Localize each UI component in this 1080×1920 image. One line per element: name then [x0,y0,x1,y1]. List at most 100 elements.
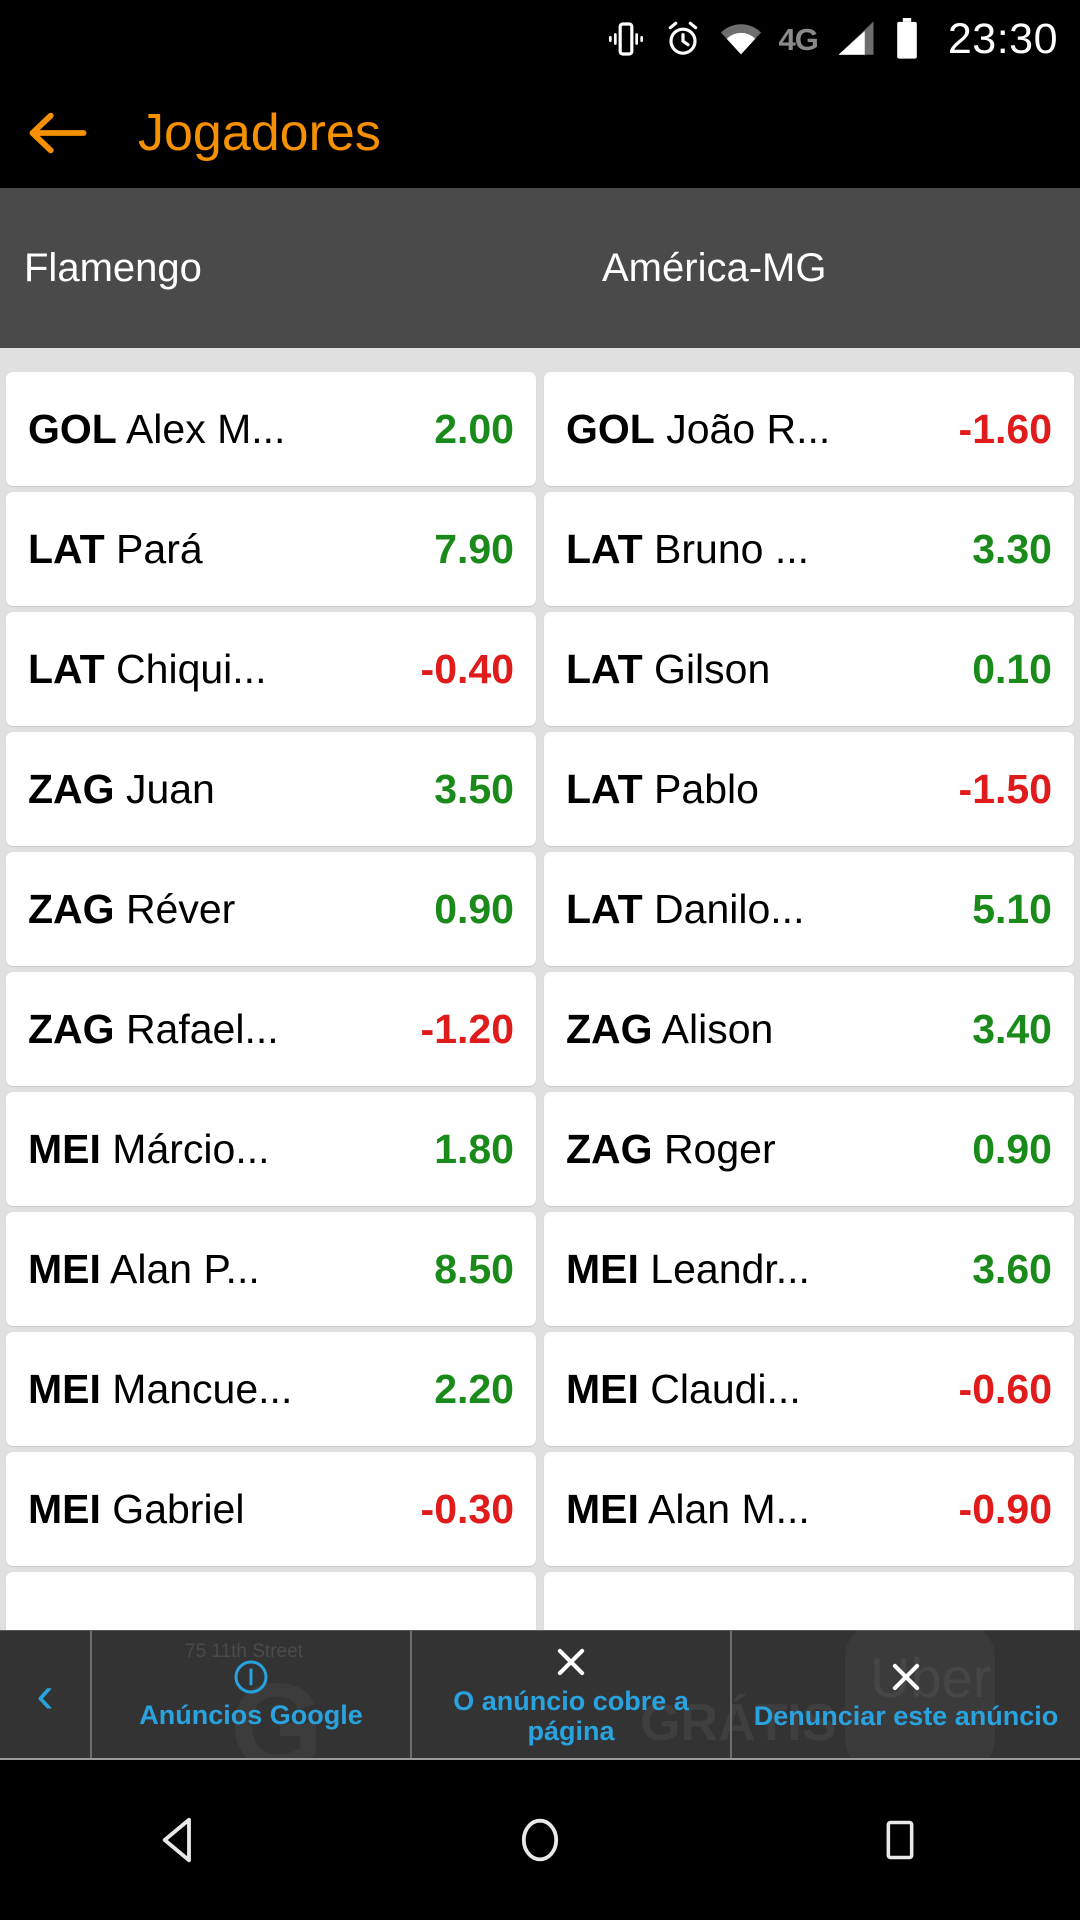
player-row[interactable]: LAT Gilson 0.10 [544,612,1074,726]
player-name: LAT Chiqui... [28,645,267,692]
player-score: 2.20 [434,1365,514,1412]
player-row[interactable]: GOL Alex M... 2.00 [6,372,536,486]
player-score: -0.30 [420,1485,514,1532]
player-score: 2.00 [434,405,514,452]
back-arrow-icon[interactable] [22,97,94,169]
player-score: 3.30 [972,525,1052,572]
tab-team-home[interactable]: Flamengo [24,245,202,290]
player-position: MEI [28,1365,101,1412]
player-score: 0.10 [972,645,1052,692]
google-ad-overlay-bar: 75 11th Street G Uber GRÁTIS ‹ Anúncios … [0,1630,1080,1760]
player-score: 5.10 [972,885,1052,932]
ad-google-ads-button[interactable]: Anúncios Google [92,1631,412,1758]
player-row[interactable]: MEI Alan P... 8.50 [6,1212,536,1326]
team-tab-bar: Flamengo América-MG [0,188,1080,348]
android-nav-bar [0,1760,1080,1920]
player-score: -1.20 [420,1005,514,1052]
recents-square-icon[interactable] [830,1790,970,1890]
player-row[interactable]: LAT Chiqui... -0.40 [6,612,536,726]
player-position: ZAG [28,1005,115,1052]
vibrate-icon [606,19,646,59]
player-list-away: GOL João R... -1.60 LAT Bruno ... 3.30 LAT G… [544,348,1074,1650]
player-row[interactable]: MEI Alan M... -0.90 [544,1452,1074,1566]
player-name: ZAG Rafael... [28,1005,279,1052]
tab-team-away[interactable]: América-MG [602,245,827,290]
player-name: LAT Pablo [566,765,759,812]
player-position: ZAG [566,1005,653,1052]
player-row[interactable]: GOL João R... -1.60 [544,372,1074,486]
player-position: GOL [566,405,655,452]
status-bar: 4G 23:30 [0,0,1080,78]
player-score: 8.50 [434,1245,514,1292]
player-score: -1.50 [958,765,1052,812]
player-name: MEI Gabriel [28,1485,245,1532]
player-name: LAT Danilo... [566,885,805,932]
player-position: ZAG [566,1125,653,1172]
player-position: GOL [28,405,117,452]
player-position: LAT [28,645,105,692]
player-row[interactable]: ZAG Juan 3.50 [6,732,536,846]
player-row[interactable]: MEI Leandr... 3.60 [544,1212,1074,1326]
player-name: LAT Bruno ... [566,525,810,572]
player-position: MEI [566,1485,639,1532]
player-score: -0.40 [420,645,514,692]
player-position: LAT [28,525,105,572]
close-icon [887,1658,925,1701]
player-lists: GOL Alex M... 2.00 LAT Pará 7.90 LAT Chiqui.… [0,348,1080,1650]
status-bar-clock: 23:30 [947,14,1058,63]
player-position: MEI [28,1125,101,1172]
player-name: MEI Mancue... [28,1365,293,1412]
player-name: ZAG Alison [566,1005,774,1052]
player-row[interactable]: MEI Márcio... 1.80 [6,1092,536,1206]
player-name: MEI Alan P... [28,1245,260,1292]
player-row[interactable]: LAT Pará 7.90 [6,492,536,606]
ad-covers-page-label: O anúncio cobre a página [453,1685,689,1746]
player-row[interactable]: ZAG Réver 0.90 [6,852,536,966]
player-name: MEI Márcio... [28,1125,270,1172]
player-position: LAT [566,765,643,812]
player-row[interactable]: MEI Claudi... -0.60 [544,1332,1074,1446]
signal-icon [835,19,877,59]
player-row[interactable]: LAT Danilo... 5.10 [544,852,1074,966]
player-row[interactable]: LAT Pablo -1.50 [544,732,1074,846]
info-icon [233,1659,269,1700]
battery-icon [894,18,920,60]
close-icon [552,1643,590,1686]
player-row[interactable]: MEI Gabriel -0.30 [6,1452,536,1566]
player-row[interactable]: ZAG Rafael... -1.20 [6,972,536,1086]
player-score: -0.90 [958,1485,1052,1532]
ad-back-button[interactable]: ‹ [0,1631,92,1758]
ad-covers-page-button[interactable]: O anúncio cobre a página [412,1631,732,1758]
home-circle-icon[interactable] [470,1790,610,1890]
player-position: LAT [566,885,643,932]
player-name: MEI Alan M... [566,1485,810,1532]
back-triangle-icon[interactable] [110,1790,250,1890]
player-name: ZAG Roger [566,1125,776,1172]
network-type-label: 4G [778,21,819,57]
wifi-icon [720,19,762,59]
player-position: ZAG [28,765,115,812]
player-score: 0.90 [972,1125,1052,1172]
player-score: 0.90 [434,885,514,932]
app-bar: Jogadores [0,78,1080,188]
player-row[interactable]: MEI Mancue... 2.20 [6,1332,536,1446]
player-row[interactable]: ZAG Alison 3.40 [544,972,1074,1086]
chevron-left-icon: ‹ [36,1665,54,1724]
player-row[interactable]: ZAG Roger 0.90 [544,1092,1074,1206]
player-name: LAT Pará [28,525,203,572]
player-name: ZAG Réver [28,885,236,932]
player-score: 7.90 [434,525,514,572]
player-position: LAT [566,525,643,572]
player-score: 3.50 [434,765,514,812]
player-score: 3.40 [972,1005,1052,1052]
status-icons: 4G [606,18,920,60]
ad-report-button[interactable]: Denunciar este anúncio [732,1631,1080,1758]
player-row[interactable]: LAT Bruno ... 3.30 [544,492,1074,606]
player-name: MEI Claudi... [566,1365,801,1412]
player-name: ZAG Juan [28,765,215,812]
player-position: MEI [566,1365,639,1412]
player-score: -1.60 [958,405,1052,452]
player-position: MEI [28,1245,101,1292]
player-position: MEI [566,1245,639,1292]
player-list-home: GOL Alex M... 2.00 LAT Pará 7.90 LAT Chiqui.… [6,348,536,1650]
